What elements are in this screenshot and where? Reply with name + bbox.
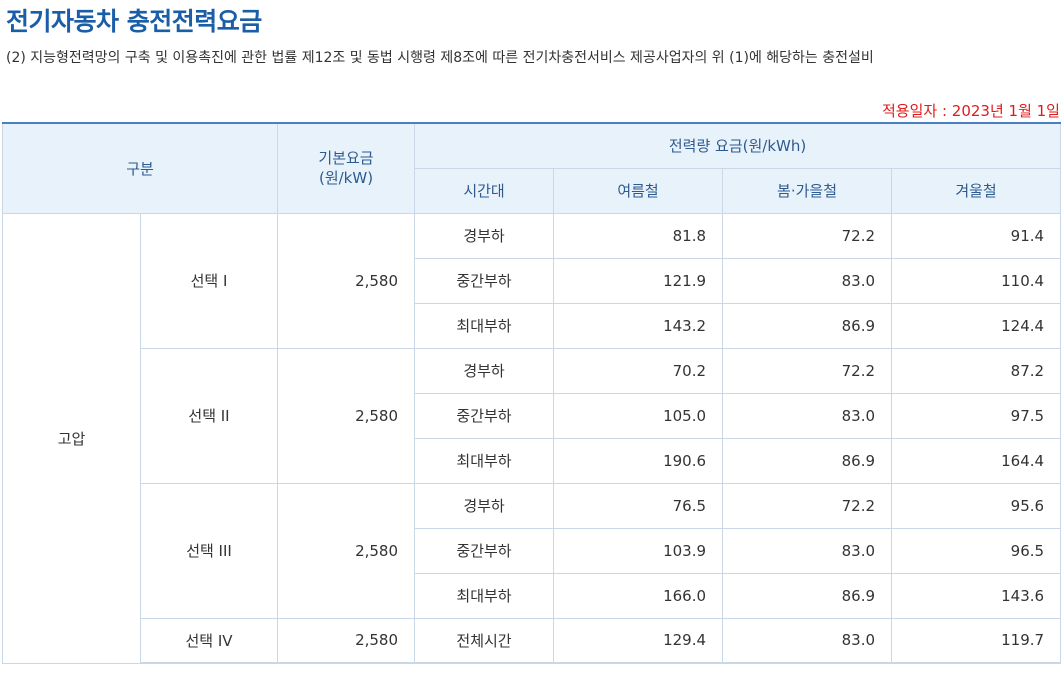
spring-fall-rate: 83.0 [722, 257, 893, 304]
summer-rate: 76.5 [553, 482, 724, 529]
table-row: 중간부하 121.9 83.0 110.4 [3, 257, 1062, 304]
time-slot-cell: 최대부하 [414, 302, 555, 349]
summer-rate: 190.6 [553, 437, 724, 484]
summer-rate: 103.9 [553, 527, 724, 574]
table-row: 중간부하 105.0 83.0 97.5 [3, 392, 1062, 439]
summer-rate: 129.4 [553, 617, 724, 664]
time-slot-cell: 경부하 [414, 482, 555, 529]
spring-fall-rate: 86.9 [722, 302, 893, 349]
header-energy-fee: 전력량 요금(원/kWh) [414, 122, 1062, 169]
winter-rate: 124.4 [891, 302, 1062, 349]
header-time-slot: 시간대 [414, 167, 555, 214]
description: (2) 지능형전력망의 구축 및 이용촉진에 관한 법률 제12조 및 동법 시… [6, 50, 874, 66]
time-slot-cell: 중간부하 [414, 527, 555, 574]
page-title: 전기자동차 충전전력요금 [6, 7, 262, 36]
header-spring-fall: 봄·가을철 [722, 167, 893, 214]
header-summer: 여름철 [553, 167, 724, 214]
winter-rate: 96.5 [891, 527, 1062, 574]
spring-fall-rate: 83.0 [722, 617, 893, 664]
summer-rate: 121.9 [553, 257, 724, 304]
table-row: 선택 IV 2,580 전체시간 129.4 83.0 119.7 [3, 617, 1062, 664]
summer-rate: 166.0 [553, 572, 724, 619]
time-slot-cell: 전체시간 [414, 617, 555, 664]
winter-rate: 91.4 [891, 212, 1062, 259]
table-row: 최대부하 166.0 86.9 143.6 [3, 572, 1062, 619]
basic-fee-cell: 2,580 [277, 347, 416, 484]
option-name: 선택 II [139, 347, 279, 484]
time-slot-cell: 최대부하 [414, 437, 555, 484]
spring-fall-rate: 72.2 [722, 347, 893, 394]
time-slot-cell: 중간부하 [414, 257, 555, 304]
spring-fall-rate: 83.0 [722, 527, 893, 574]
spring-fall-rate: 72.2 [722, 212, 893, 259]
summer-rate: 105.0 [553, 392, 724, 439]
spring-fall-rate: 83.0 [722, 392, 893, 439]
table-row: 선택 III 2,580 경부하 76.5 72.2 95.6 [3, 482, 1062, 619]
header-category: 구분 [1, 122, 279, 214]
table-row: 선택 II 2,580 경부하 70.2 72.2 87.2 [3, 347, 1062, 484]
basic-fee-cell: 2,580 [277, 212, 416, 349]
summer-rate: 143.2 [553, 302, 724, 349]
time-slot-cell: 경부하 [414, 347, 555, 394]
table-row: 고압 선택 I 2,580 경부하 81.8 72.2 91.4 [2, 212, 1062, 664]
time-slot-cell: 최대부하 [414, 572, 555, 619]
voltage-cell: 고압 [2, 212, 141, 664]
summer-rate: 70.2 [553, 347, 724, 394]
spring-fall-rate: 86.9 [722, 572, 893, 619]
winter-rate: 119.7 [891, 617, 1062, 664]
basic-fee-cell: 2,580 [277, 617, 416, 664]
winter-rate: 95.6 [891, 482, 1062, 529]
option-name: 선택 IV [139, 617, 279, 664]
time-slot-cell: 경부하 [414, 212, 555, 259]
header-basic-fee: 기본요금 (원/kW) [277, 122, 416, 214]
rate-table: 구분 기본요금 (원/kW) 전력량 요금(원/kWh) 시간대 여름철 봄·가… [1, 122, 1062, 664]
winter-rate: 97.5 [891, 392, 1062, 439]
summer-rate: 81.8 [553, 212, 724, 259]
winter-rate: 164.4 [891, 437, 1062, 484]
table-row: 중간부하 103.9 83.0 96.5 [3, 527, 1062, 574]
time-slot-cell: 중간부하 [414, 392, 555, 439]
header-winter: 겨울철 [891, 167, 1062, 214]
option-name: 선택 III [139, 482, 279, 619]
spring-fall-rate: 86.9 [722, 437, 893, 484]
table-row: 최대부하 190.6 86.9 164.4 [3, 437, 1062, 484]
winter-rate: 87.2 [891, 347, 1062, 394]
option-name: 선택 I [139, 212, 279, 349]
effective-date: 적용일자 : 2023년 1월 1일 [882, 102, 1060, 120]
winter-rate: 143.6 [891, 572, 1062, 619]
winter-rate: 110.4 [891, 257, 1062, 304]
spring-fall-rate: 72.2 [722, 482, 893, 529]
table-row: 최대부하 143.2 86.9 124.4 [3, 302, 1062, 349]
basic-fee-cell: 2,580 [277, 482, 416, 619]
